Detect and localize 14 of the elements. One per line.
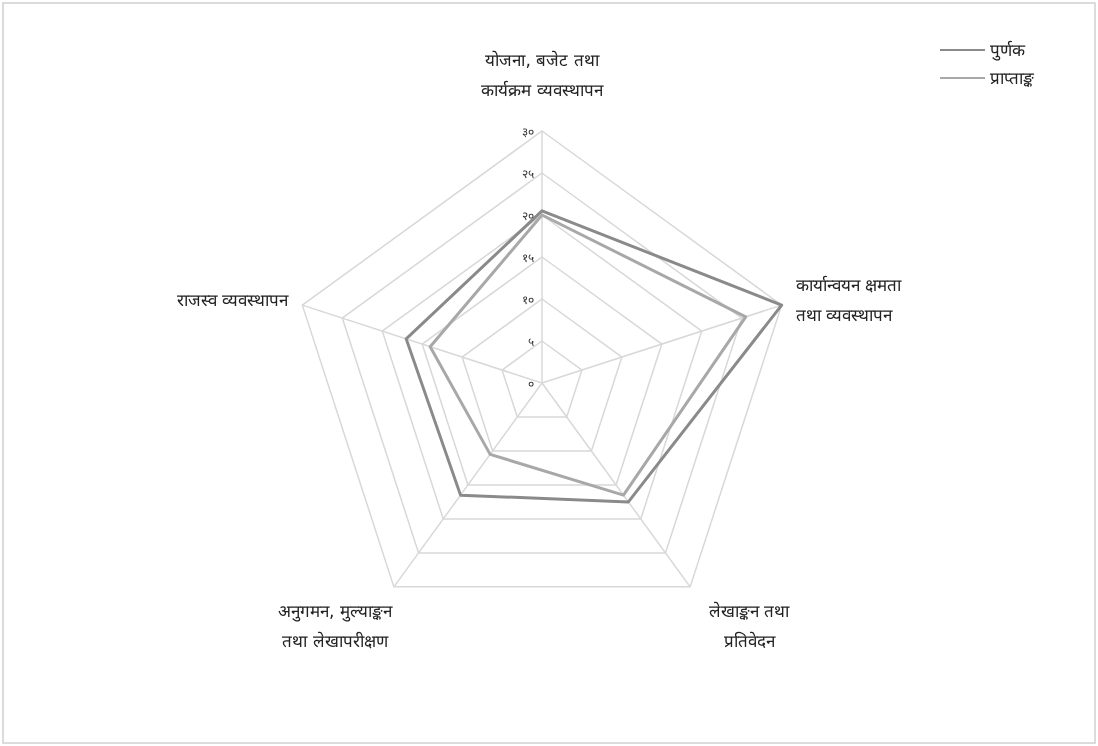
y-tick-label: १५	[522, 251, 534, 265]
spoke-label: लेखाङ्कन तथा प्रतिवेदन	[708, 601, 791, 652]
y-tick-label: २०	[522, 209, 534, 223]
spoke-label: योजना, बजेट तथा कार्यक्रम व्यवस्थापन	[481, 49, 604, 100]
spoke-label: अनुगमन, मुल्याङ्कन तथा लेखापरीक्षण	[278, 601, 393, 652]
spoke-label: राजस्व व्यवस्थापन	[176, 290, 289, 311]
y-tick-label: १०	[522, 293, 534, 307]
spoke-label: कार्यान्वयन क्षमता तथा व्यवस्थापन	[796, 275, 903, 326]
legend-label: प्राप्ताङ्क	[990, 68, 1035, 88]
y-tick-label: ५	[528, 335, 534, 349]
legend-label: पुर्णक	[990, 40, 1026, 61]
y-tick-label: ०	[528, 377, 534, 391]
y-tick-label: २५	[522, 167, 534, 181]
y-tick-label: ३०	[522, 125, 534, 139]
